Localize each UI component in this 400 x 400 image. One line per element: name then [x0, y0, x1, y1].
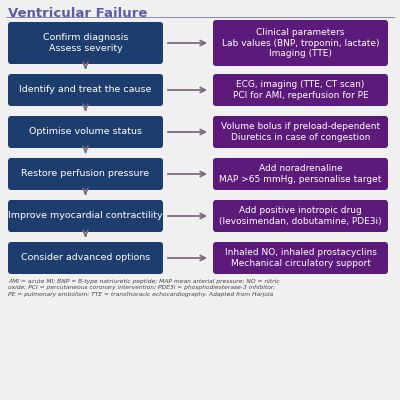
Text: Consider advanced options: Consider advanced options [21, 254, 150, 262]
FancyBboxPatch shape [8, 158, 163, 190]
Text: AMI = acute MI; BNP = B-type natriuretic peptide; MAP mean arterial pressure; NO: AMI = acute MI; BNP = B-type natriuretic… [8, 279, 280, 297]
FancyBboxPatch shape [8, 116, 163, 148]
Text: Restore perfusion pressure: Restore perfusion pressure [22, 170, 150, 178]
FancyBboxPatch shape [213, 242, 388, 274]
Text: Optimise volume status: Optimise volume status [29, 128, 142, 136]
Text: Add noradrenaline
MAP >65 mmHg, personalise target: Add noradrenaline MAP >65 mmHg, personal… [219, 164, 382, 184]
Text: Clinical parameters
Lab values (BNP, troponin, lactate)
Imaging (TTE): Clinical parameters Lab values (BNP, tro… [222, 28, 379, 58]
FancyBboxPatch shape [213, 20, 388, 66]
Text: Confirm diagnosis
Assess severity: Confirm diagnosis Assess severity [43, 33, 128, 53]
Text: Identify and treat the cause: Identify and treat the cause [19, 86, 152, 94]
FancyBboxPatch shape [213, 200, 388, 232]
Text: Ventricular Failure: Ventricular Failure [8, 7, 147, 20]
FancyBboxPatch shape [8, 200, 163, 232]
FancyBboxPatch shape [8, 22, 163, 64]
FancyBboxPatch shape [213, 74, 388, 106]
FancyBboxPatch shape [213, 116, 388, 148]
FancyBboxPatch shape [8, 74, 163, 106]
Text: ECG, imaging (TTE, CT scan)
PCI for AMI, reperfusion for PE: ECG, imaging (TTE, CT scan) PCI for AMI,… [233, 80, 368, 100]
FancyBboxPatch shape [8, 242, 163, 274]
Text: Inhaled NO, inhaled prostacyclins
Mechanical circulatory support: Inhaled NO, inhaled prostacyclins Mechan… [224, 248, 376, 268]
Text: Volume bolus if preload-dependent
Diuretics in case of congestion: Volume bolus if preload-dependent Diuret… [221, 122, 380, 142]
Text: Add positive inotropic drug
(levosimendan, dobutamine, PDE3i): Add positive inotropic drug (levosimenda… [219, 206, 382, 226]
FancyBboxPatch shape [213, 158, 388, 190]
Text: Improve myocardial contractility: Improve myocardial contractility [8, 212, 163, 220]
